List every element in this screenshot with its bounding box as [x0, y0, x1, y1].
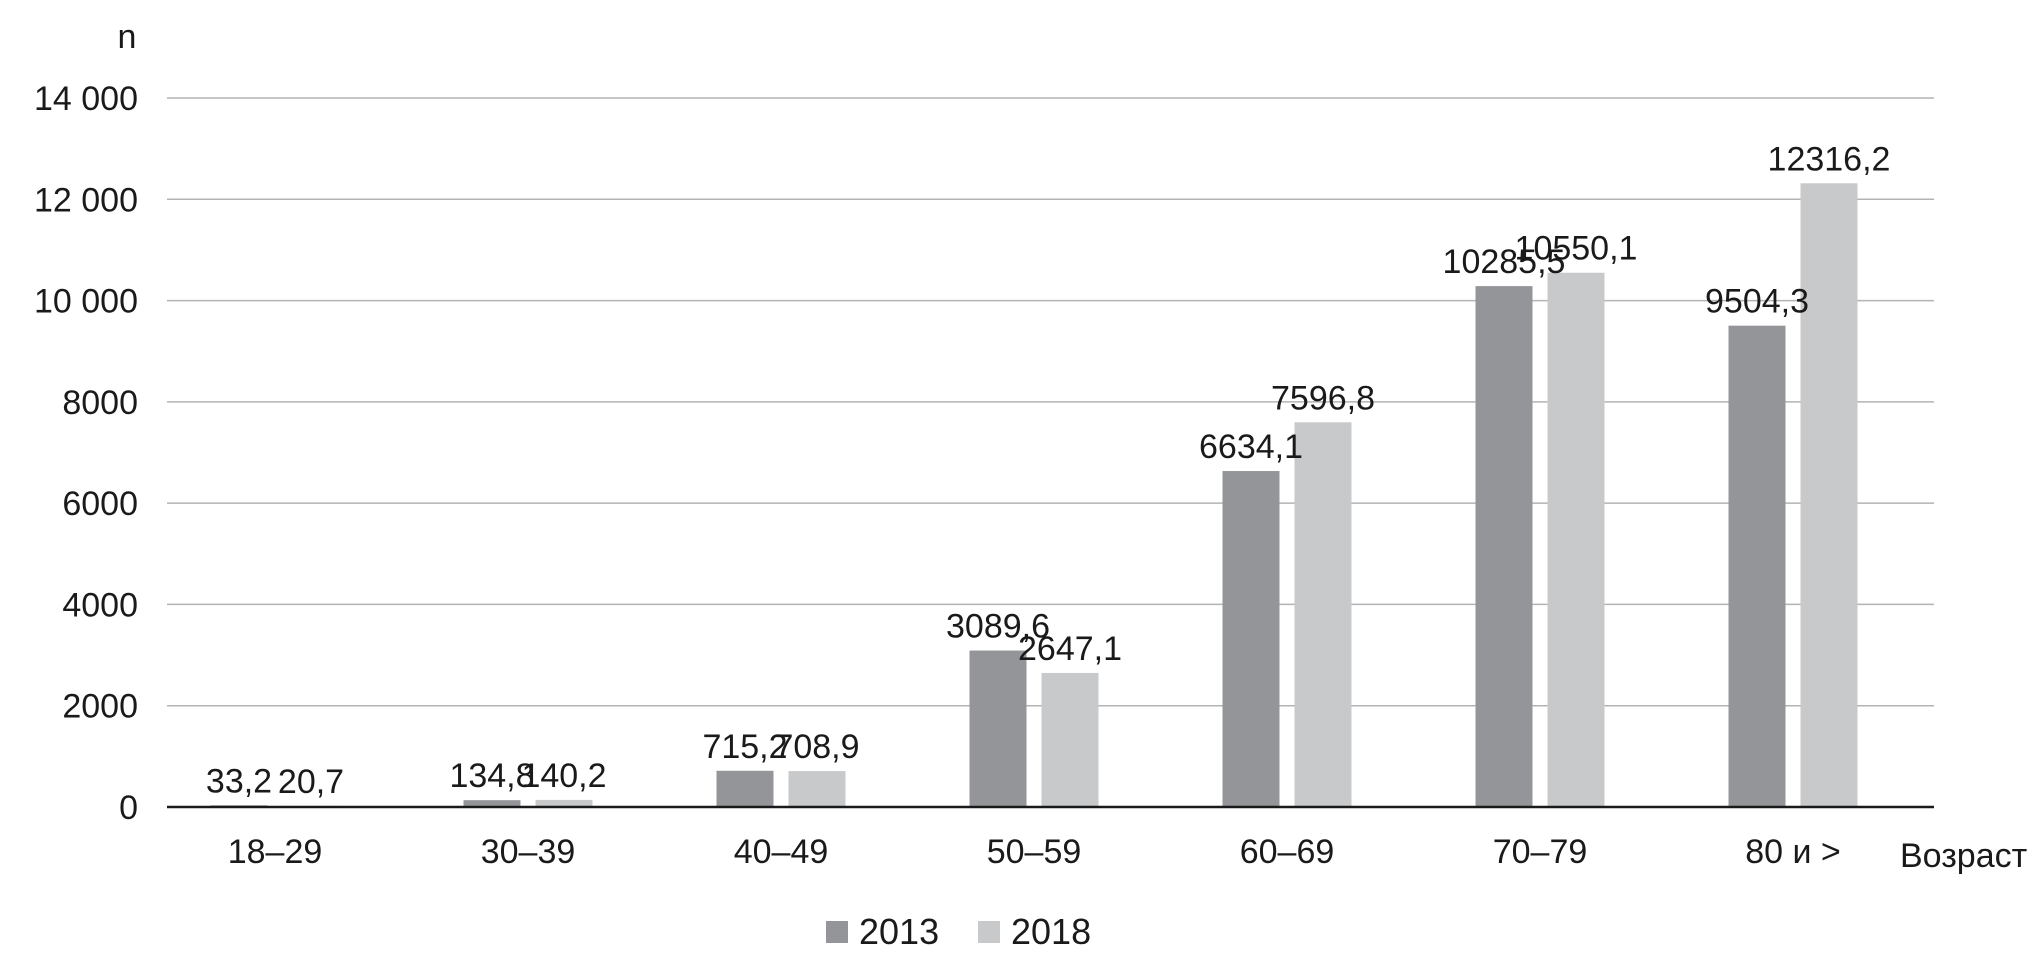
- legend-label: 2013: [859, 911, 939, 952]
- y-tick-label: 2000: [62, 688, 138, 726]
- x-tick-label: 60–69: [1240, 833, 1335, 871]
- data-label: 10285,5: [1443, 243, 1566, 281]
- x-tick-label: 18–29: [228, 833, 323, 871]
- data-label: 12316,2: [1768, 140, 1891, 178]
- bar-2013: [463, 800, 521, 807]
- data-label: 9504,3: [1705, 283, 1809, 321]
- axes: n Возраст 0 2000 4000 6000 8000 10 000 12 000 1…: [34, 18, 2027, 875]
- data-label: 10550,1: [1515, 230, 1638, 268]
- legend: 2013 2018: [826, 911, 1091, 952]
- data-label: 2647,1: [1018, 630, 1122, 668]
- legend-swatch-2013: [826, 921, 848, 943]
- y-tick-label: 10 000: [34, 283, 138, 321]
- data-label: 134,8: [449, 757, 534, 795]
- data-label: 3089,6: [946, 608, 1050, 646]
- data-label: 140,2: [521, 757, 606, 795]
- data-label: 715,2: [702, 728, 787, 766]
- data-label: 20,7: [278, 763, 344, 801]
- bar-2018: [1041, 672, 1099, 807]
- gridlines: [167, 97, 1934, 707]
- bars: [210, 183, 1858, 808]
- bar-2013: [716, 770, 774, 807]
- value-labels: 33,2 134,8 715,2 3089,6 6634,1 10285,5 9504,3 2…: [206, 140, 1891, 801]
- x-tick-label: 70–79: [1493, 833, 1588, 871]
- data-label: 7596,8: [1271, 379, 1375, 417]
- y-tick-label: 0: [119, 789, 138, 827]
- y-axis-title: n: [118, 18, 137, 56]
- x-tick-label: 80 и >: [1745, 833, 1841, 871]
- bar-2013: [1475, 286, 1533, 807]
- y-tick-label: 14 000: [34, 80, 138, 118]
- y-tick-label: 12 000: [34, 181, 138, 219]
- bar-2013: [1728, 325, 1786, 807]
- x-axis-title: Возраст: [1900, 837, 2027, 875]
- bar-2018: [535, 799, 593, 807]
- bar-2018: [1547, 272, 1605, 808]
- bar-2013: [1222, 471, 1280, 807]
- data-label: 33,2: [206, 762, 272, 800]
- x-tick-label: 50–59: [987, 833, 1082, 871]
- y-tick-label: 4000: [62, 586, 138, 624]
- x-tick-label: 30–39: [481, 833, 576, 871]
- data-label: 6634,1: [1199, 428, 1303, 466]
- x-tick-label: 40–49: [734, 833, 829, 871]
- bar-2013: [969, 650, 1027, 807]
- bar-2018: [788, 771, 846, 807]
- data-label: 708,9: [774, 728, 859, 766]
- bar-2018: [1294, 422, 1352, 807]
- legend-swatch-2018: [978, 921, 1000, 943]
- bar-2018: [1800, 183, 1858, 807]
- y-tick-label: 8000: [62, 384, 138, 422]
- legend-label: 2018: [1011, 911, 1091, 952]
- y-tick-label: 6000: [62, 485, 138, 523]
